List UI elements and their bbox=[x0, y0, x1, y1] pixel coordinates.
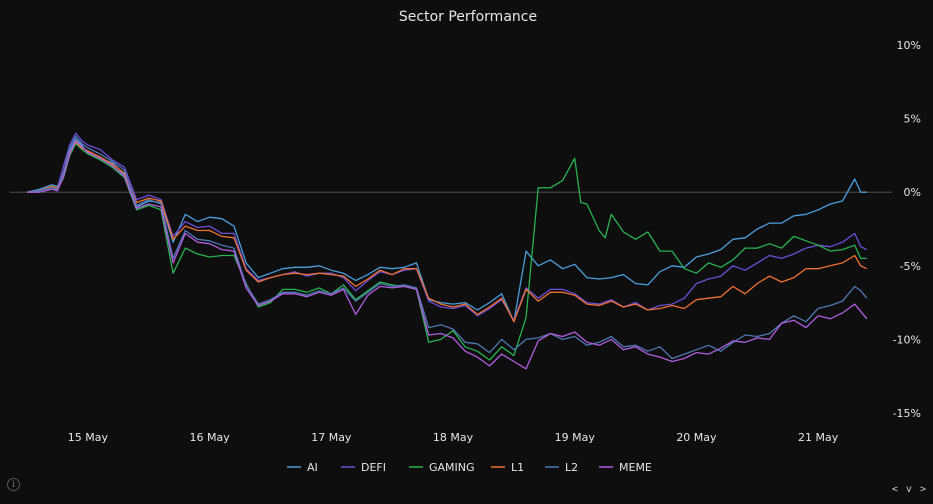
chart-title: Sector Performance bbox=[399, 9, 537, 25]
x-tick-label: 21 May bbox=[798, 431, 839, 444]
series-line-defi bbox=[27, 132, 868, 321]
legend-label-defi: DEFI bbox=[361, 461, 386, 474]
x-tick-label: 20 May bbox=[676, 431, 717, 444]
series-line-l1 bbox=[27, 141, 868, 323]
series-line-l2 bbox=[27, 135, 868, 360]
series-line-gaming bbox=[27, 142, 867, 361]
legend-label-ai: AI bbox=[307, 461, 318, 474]
y-tick-label: -10% bbox=[893, 333, 921, 346]
y-tick-label: 0% bbox=[904, 186, 921, 199]
y-tick-label: -5% bbox=[900, 260, 921, 273]
series-line-meme bbox=[27, 140, 868, 370]
series-lines bbox=[26, 132, 868, 370]
y-tick-label: 5% bbox=[904, 113, 921, 126]
legend-label-gaming: GAMING bbox=[429, 461, 475, 474]
legend-label-meme: MEME bbox=[619, 461, 652, 474]
info-icon[interactable]: i bbox=[7, 478, 20, 491]
x-tick-label: 18 May bbox=[433, 431, 474, 444]
x-tick-label: 17 May bbox=[311, 431, 352, 444]
y-axis: 10% 5% 0% -5% -10% -15% bbox=[893, 39, 921, 420]
chart-nav-arrows[interactable]: < v > bbox=[891, 484, 927, 495]
legend-label-l2: L2 bbox=[565, 461, 578, 474]
x-axis: 15 May 16 May 17 May 18 May 19 May 20 May 21 M… bbox=[68, 431, 839, 444]
series-line-ai bbox=[26, 138, 867, 323]
y-tick-label: 10% bbox=[897, 39, 921, 52]
legend-label-l1: L1 bbox=[511, 461, 524, 474]
x-tick-label: 19 May bbox=[555, 431, 596, 444]
y-tick-label: -15% bbox=[893, 407, 921, 420]
x-tick-label: 15 May bbox=[68, 431, 109, 444]
chart-legend: AI DEFI GAMING L1 L2 MEME bbox=[287, 461, 652, 474]
x-tick-label: 16 May bbox=[190, 431, 231, 444]
